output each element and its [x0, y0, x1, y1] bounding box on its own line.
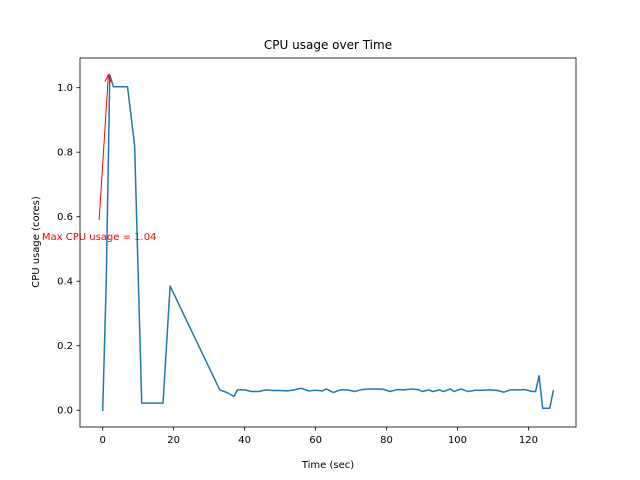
axes-frame — [79, 57, 577, 428]
x-tick-label-5: 100 — [448, 435, 467, 446]
x-tick-label-4: 80 — [380, 435, 393, 446]
chart-title: CPU usage over Time — [264, 38, 392, 52]
y-axis-title: CPU usage (cores) — [31, 196, 42, 288]
series-line-0 — [101, 74, 555, 412]
y-tick-label-4: 0.8 — [57, 148, 73, 159]
y-tick-label-3: 0.6 — [57, 212, 73, 223]
annotation-arrow-0 — [98, 74, 109, 220]
y-tick-label-2: 0.4 — [57, 277, 73, 288]
x-tick-label-3: 60 — [309, 435, 322, 446]
annotation-arrowhead-0 — [104, 73, 112, 83]
plot-area: Max CPU usage = 1.04 0 20 40 60 80 100 120 0.0 0.… — [42, 57, 577, 446]
x-tick-label-0: 0 — [100, 435, 106, 446]
y-tick-label-0: 0.0 — [57, 406, 73, 417]
y-tick-label-1: 0.2 — [57, 341, 73, 352]
x-tick-label-1: 20 — [167, 435, 180, 446]
x-axis-title: Time (sec) — [301, 460, 354, 471]
y-tick-label-5: 1.0 — [57, 83, 73, 94]
x-tick-label-2: 40 — [238, 435, 251, 446]
annotation-label-0: Max CPU usage = 1.04 — [42, 232, 157, 243]
x-tick-label-6: 120 — [519, 435, 538, 446]
